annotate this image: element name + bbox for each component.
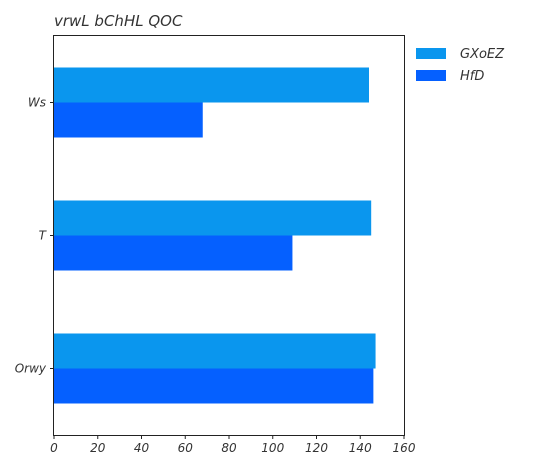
- y-tick-label: Orwy: [15, 362, 47, 376]
- bar-HfD-Orwy: [54, 368, 374, 404]
- x-tick-label: 0: [50, 441, 58, 455]
- bar-HfD-Ws: [54, 102, 203, 138]
- bar-GXoEZ-T: [54, 200, 372, 236]
- legend-swatch-GXoEZ: [416, 48, 446, 59]
- x-tick-label: 60: [178, 441, 194, 455]
- bar-HfD-T: [54, 235, 293, 271]
- legend-label-GXoEZ: GXoEZ: [460, 47, 505, 62]
- x-tick-label: 80: [221, 441, 237, 455]
- y-tick-label: T: [39, 229, 48, 243]
- plot-area: Ws T Orwy 0 20 40 60 80 100 120 140 160: [15, 67, 416, 455]
- chart-title: vrwL bChHL QOC: [54, 12, 183, 30]
- x-tick-label: 40: [134, 441, 150, 455]
- plot-frame: [53, 35, 405, 436]
- x-tick-label: 120: [305, 441, 328, 455]
- bar-GXoEZ-Ws: [54, 67, 369, 103]
- legend: GXoEZ HfD: [416, 47, 505, 84]
- bar-GXoEZ-Orwy: [54, 333, 376, 369]
- y-tick-label: Ws: [28, 96, 46, 110]
- x-tick-label: 100: [261, 441, 284, 455]
- legend-label-HfD: HfD: [460, 69, 484, 84]
- legend-swatch-HfD: [416, 70, 446, 81]
- x-tick-label: 20: [90, 441, 106, 455]
- x-tick-label: 160: [393, 441, 416, 455]
- x-tick-label: 140: [349, 441, 372, 455]
